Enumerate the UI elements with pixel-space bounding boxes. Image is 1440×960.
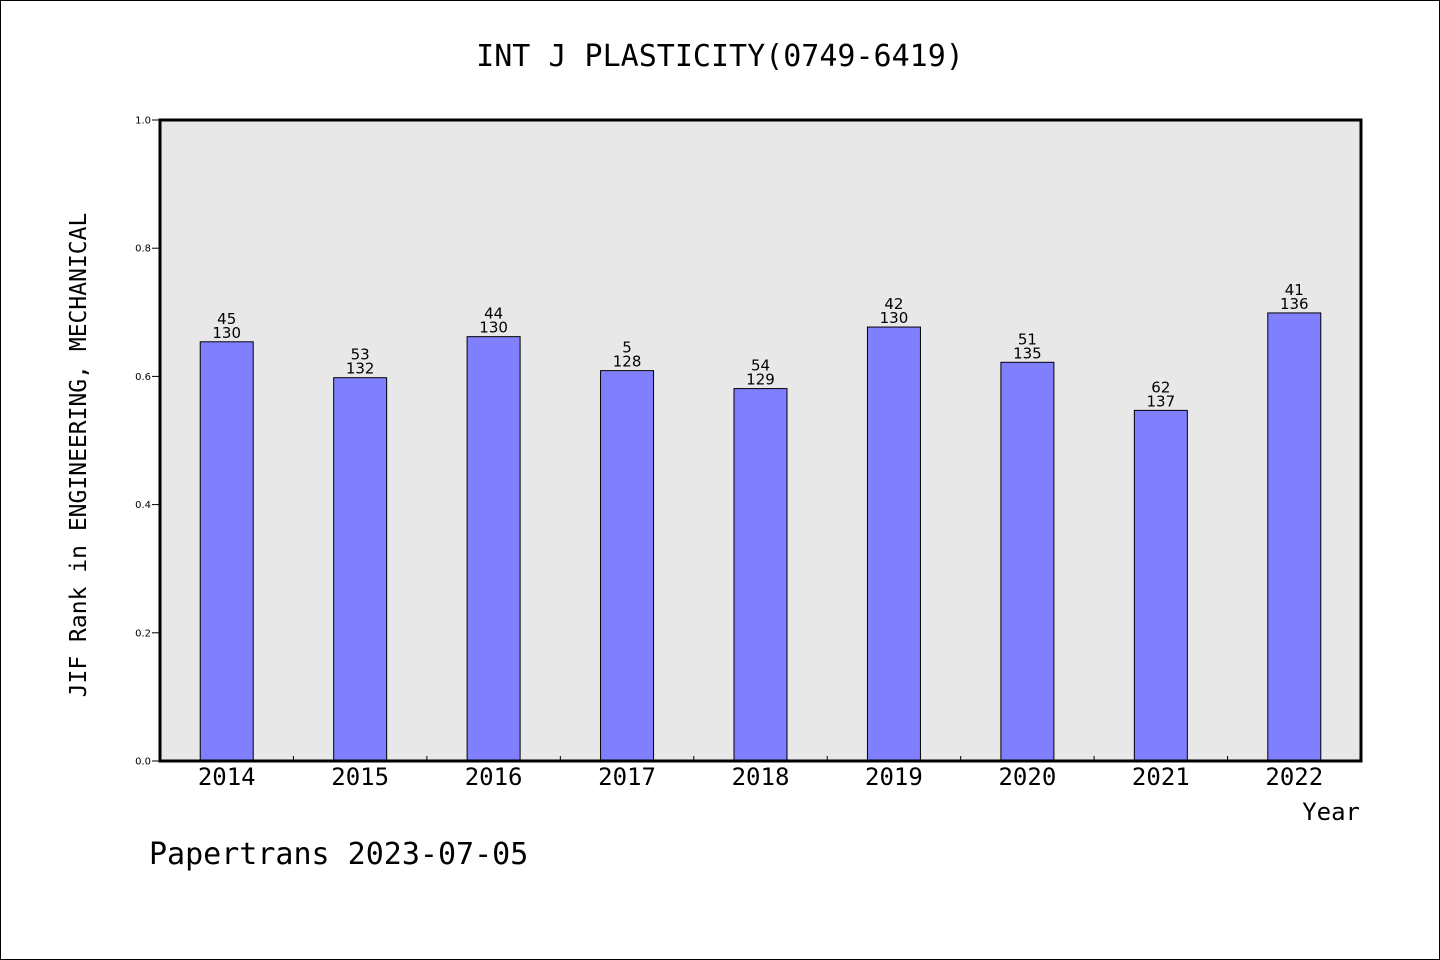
y-tick-label: 0.8 — [135, 244, 151, 255]
data-label-2019-rank: 42 — [884, 295, 903, 313]
bar-2018 — [733, 388, 788, 762]
x-axis-ticks: 2014 2015 2016 2017 2018 2019 2020 2021 2022 — [198, 756, 1323, 791]
x-tick-label-2019: 2019 — [865, 763, 923, 791]
credit-text: Papertrans 2023-07-05 — [149, 837, 528, 872]
y-tick-label: 0.4 — [135, 500, 151, 511]
data-label-2020-total: 135 — [1013, 344, 1042, 362]
x-tick-label-2017: 2017 — [598, 763, 656, 791]
bar-2016 — [466, 336, 521, 762]
data-label-2020-rank: 51 — [1018, 330, 1037, 348]
y-tick-label: 1.0 — [135, 116, 151, 127]
data-label-2021-total: 137 — [1147, 392, 1176, 410]
data-label-2022-rank: 41 — [1285, 281, 1304, 299]
bar-2014 — [199, 341, 254, 762]
x-tick-label-2015: 2015 — [331, 763, 389, 791]
data-label-2018-rank: 54 — [751, 357, 770, 375]
x-axis-label: Year — [1302, 798, 1360, 826]
plot-border — [158, 118, 1363, 763]
x-tick-label-2021: 2021 — [1132, 763, 1190, 791]
bar-2020 — [1000, 361, 1055, 762]
bar-2019 — [866, 326, 921, 762]
data-label-2014-rank: 45 — [217, 310, 236, 328]
data-label-2017-total: 128 — [613, 353, 642, 371]
bar-2017 — [600, 370, 655, 762]
bar-2021 — [1133, 409, 1188, 762]
y-tick-label: 0.6 — [135, 372, 151, 383]
bar-2015 — [333, 377, 388, 762]
data-label-2021-rank: 62 — [1151, 378, 1170, 396]
data-label-2019-total: 130 — [880, 309, 909, 327]
bar-2022 — [1267, 312, 1322, 762]
x-tick-label-2016: 2016 — [465, 763, 523, 791]
data-label-2017-rank: 5 — [622, 339, 632, 357]
y-tick-label: 0.2 — [135, 628, 151, 639]
data-label-2015-rank: 53 — [351, 346, 370, 364]
data-label-2016-rank: 44 — [484, 305, 503, 323]
data-label-2022-total: 136 — [1280, 295, 1309, 313]
x-tick-label-2018: 2018 — [732, 763, 790, 791]
x-tick-label-2014: 2014 — [198, 763, 256, 791]
data-label-2014-total: 130 — [212, 324, 241, 342]
data-label-2015-total: 132 — [346, 360, 375, 378]
x-tick-label-2020: 2020 — [998, 763, 1056, 791]
y-axis-ticks: 0.0 0.2 0.4 0.6 0.8 1.0 — [135, 116, 160, 768]
bars — [199, 312, 1322, 762]
data-label-2018-total: 129 — [746, 371, 775, 389]
chart-title: INT J PLASTICITY(0749-6419) — [476, 39, 964, 74]
data-label-2016-total: 130 — [479, 319, 508, 337]
x-tick-label-2022: 2022 — [1265, 763, 1323, 791]
y-axis-label: JIF Rank in ENGINEERING, MECHANICAL — [66, 213, 92, 698]
y-tick-label: 0.0 — [135, 757, 151, 768]
